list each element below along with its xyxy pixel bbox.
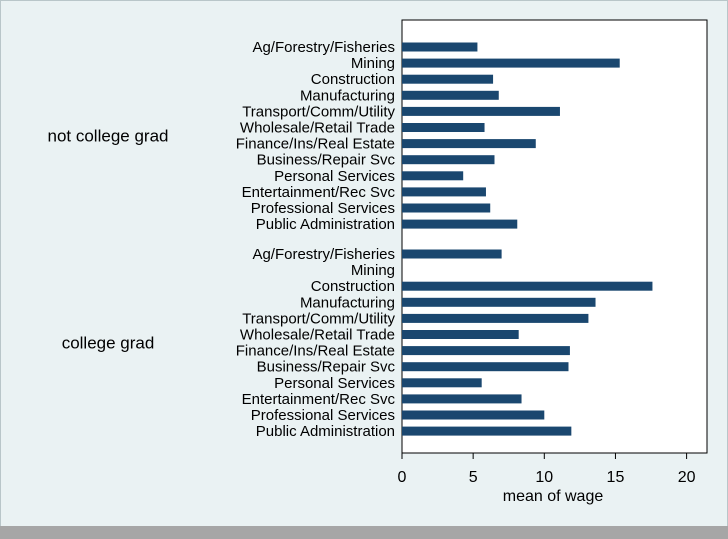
x-tick-label: 5 [469, 469, 478, 486]
bar [402, 42, 478, 52]
bar [402, 426, 572, 436]
category-label: Construction [311, 278, 395, 295]
category-label: Construction [311, 71, 395, 88]
group-label: not college grad [48, 127, 169, 146]
category-label: Mining [351, 262, 395, 279]
bar [402, 106, 560, 116]
category-label: Personal Services [274, 375, 395, 392]
bar [402, 219, 518, 229]
bar [402, 378, 482, 388]
bar [402, 330, 519, 339]
bar [402, 187, 486, 197]
category-label: Public Administration [256, 216, 395, 233]
x-tick-label: 15 [607, 469, 625, 486]
category-label: Business/Repair Svc [257, 152, 396, 169]
category-label: Wholesale/Retail Trade [240, 327, 395, 344]
bar [402, 281, 653, 291]
bars-layer [402, 42, 653, 436]
bar [402, 203, 491, 213]
category-label: Ag/Forestry/Fisheries [252, 39, 395, 56]
bar [402, 123, 485, 132]
bar [402, 410, 545, 420]
bar [402, 249, 502, 259]
category-label: Ag/Forestry/Fisheries [252, 246, 395, 263]
bar [402, 139, 536, 149]
category-label: Entertainment/Rec Svc [242, 184, 396, 201]
bar [402, 394, 522, 404]
bar [402, 58, 620, 68]
category-label: Wholesale/Retail Trade [240, 120, 395, 137]
category-label: Entertainment/Rec Svc [242, 391, 396, 408]
bar [402, 155, 495, 165]
category-label: Professional Services [251, 407, 395, 424]
x-axis: 0 5 10 15 20 [398, 452, 707, 486]
category-label: Transport/Comm/Utility [242, 310, 395, 327]
x-tick-label: 0 [398, 469, 407, 486]
bar [402, 313, 589, 323]
bar [402, 362, 569, 372]
category-labels: Ag/Forestry/FisheriesMiningConstructionM… [236, 39, 396, 440]
category-label: Public Administration [256, 423, 395, 440]
bar [402, 171, 464, 181]
x-tick-label: 10 [535, 469, 553, 486]
x-axis-label: mean of wage [503, 488, 604, 505]
category-label: Manufacturing [300, 87, 395, 104]
category-label: Personal Services [274, 168, 395, 185]
bar [402, 90, 499, 100]
category-label: Manufacturing [300, 294, 395, 311]
category-label: Mining [351, 55, 395, 72]
category-label: Professional Services [251, 200, 395, 217]
category-label: Finance/Ins/Real Estate [236, 343, 395, 360]
category-label: Business/Repair Svc [257, 359, 396, 376]
group-labels: not college grad college grad [48, 127, 169, 353]
bottom-bar [0, 526, 728, 539]
group-label: college grad [62, 334, 155, 353]
bar [402, 297, 596, 307]
x-tick-label: 20 [678, 469, 696, 486]
category-label: Transport/Comm/Utility [242, 103, 395, 120]
bar [402, 346, 570, 356]
category-label: Finance/Ins/Real Estate [236, 136, 395, 153]
plot-area [401, 19, 708, 454]
bar [402, 74, 494, 84]
